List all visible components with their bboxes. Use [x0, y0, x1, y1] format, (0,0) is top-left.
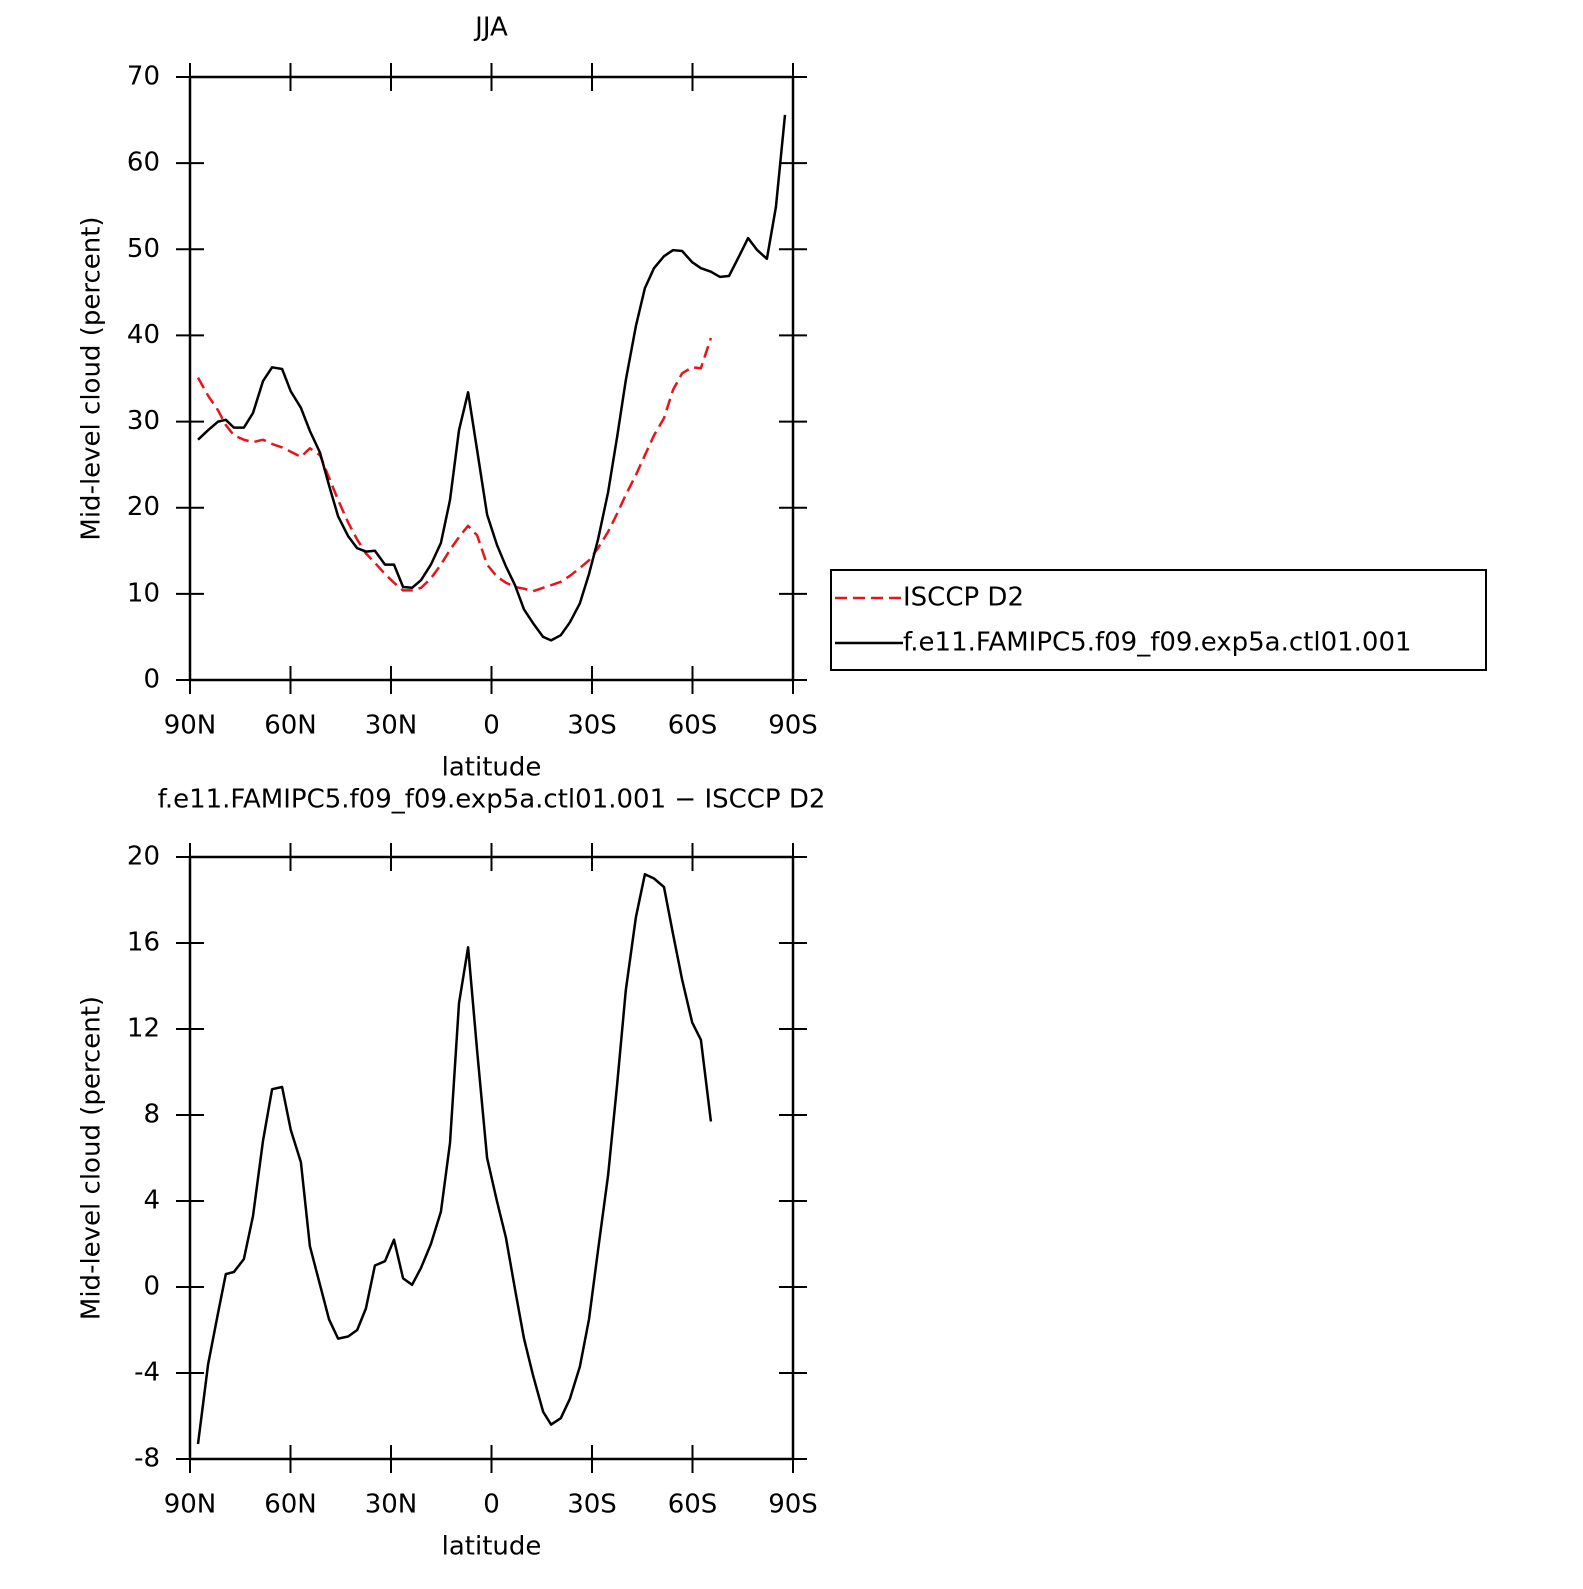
x-tick-label: 90N: [164, 711, 217, 741]
x-tick-label: 30S: [567, 1490, 617, 1520]
y-tick-label: -4: [134, 1358, 160, 1388]
y-tick-label: 20: [127, 842, 160, 872]
x-tick-label: 30N: [365, 711, 418, 741]
legend-label: ISCCP D2: [903, 583, 1024, 613]
x-axis-label: latitude: [442, 1532, 542, 1562]
y-tick-label: 0: [143, 1272, 160, 1302]
y-tick-label: 30: [127, 406, 160, 436]
plot-frame: [188, 75, 795, 682]
line-series: [196, 337, 713, 593]
y-tick-label: 0: [143, 665, 160, 695]
x-tick-label: 60S: [668, 1490, 718, 1520]
chart-title: JJA: [473, 13, 508, 43]
y-tick-label: 4: [143, 1186, 160, 1216]
y-tick-label: 60: [127, 148, 160, 178]
chart-title: f.e11.FAMIPC5.f09_f09.exp5a.ctl01.001 − …: [158, 785, 826, 815]
line-series: [196, 872, 713, 1445]
x-tick-label: 0: [483, 1490, 500, 1520]
x-tick-label: 90N: [164, 1490, 217, 1520]
y-tick-label: 16: [127, 928, 160, 958]
y-tick-label: 70: [127, 62, 160, 92]
x-tick-label: 60N: [264, 1490, 317, 1520]
y-tick-label: 20: [127, 492, 160, 522]
plot-frame: [188, 855, 795, 1461]
legend-label: f.e11.FAMIPC5.f09_f09.exp5a.ctl01.001: [903, 628, 1412, 658]
line-series: [197, 114, 787, 642]
x-tick-label: 60S: [668, 711, 718, 741]
legend-box: [830, 569, 1487, 671]
y-axis-label: Mid-level cloud (percent): [77, 996, 107, 1320]
y-tick-label: 40: [127, 320, 160, 350]
y-tick-label: 50: [127, 234, 160, 264]
y-tick-label: 12: [127, 1014, 160, 1044]
y-tick-label: -8: [134, 1444, 160, 1474]
x-tick-label: 30N: [365, 1490, 418, 1520]
y-tick-label: 10: [127, 578, 160, 608]
y-tick-label: 8: [143, 1100, 160, 1130]
x-axis-label: latitude: [442, 753, 542, 783]
x-tick-label: 60N: [264, 711, 317, 741]
x-tick-label: 0: [483, 711, 500, 741]
x-tick-label: 90S: [768, 1490, 818, 1520]
x-tick-label: 30S: [567, 711, 617, 741]
x-tick-label: 90S: [768, 711, 818, 741]
y-axis-label: Mid-level cloud (percent): [77, 216, 107, 540]
